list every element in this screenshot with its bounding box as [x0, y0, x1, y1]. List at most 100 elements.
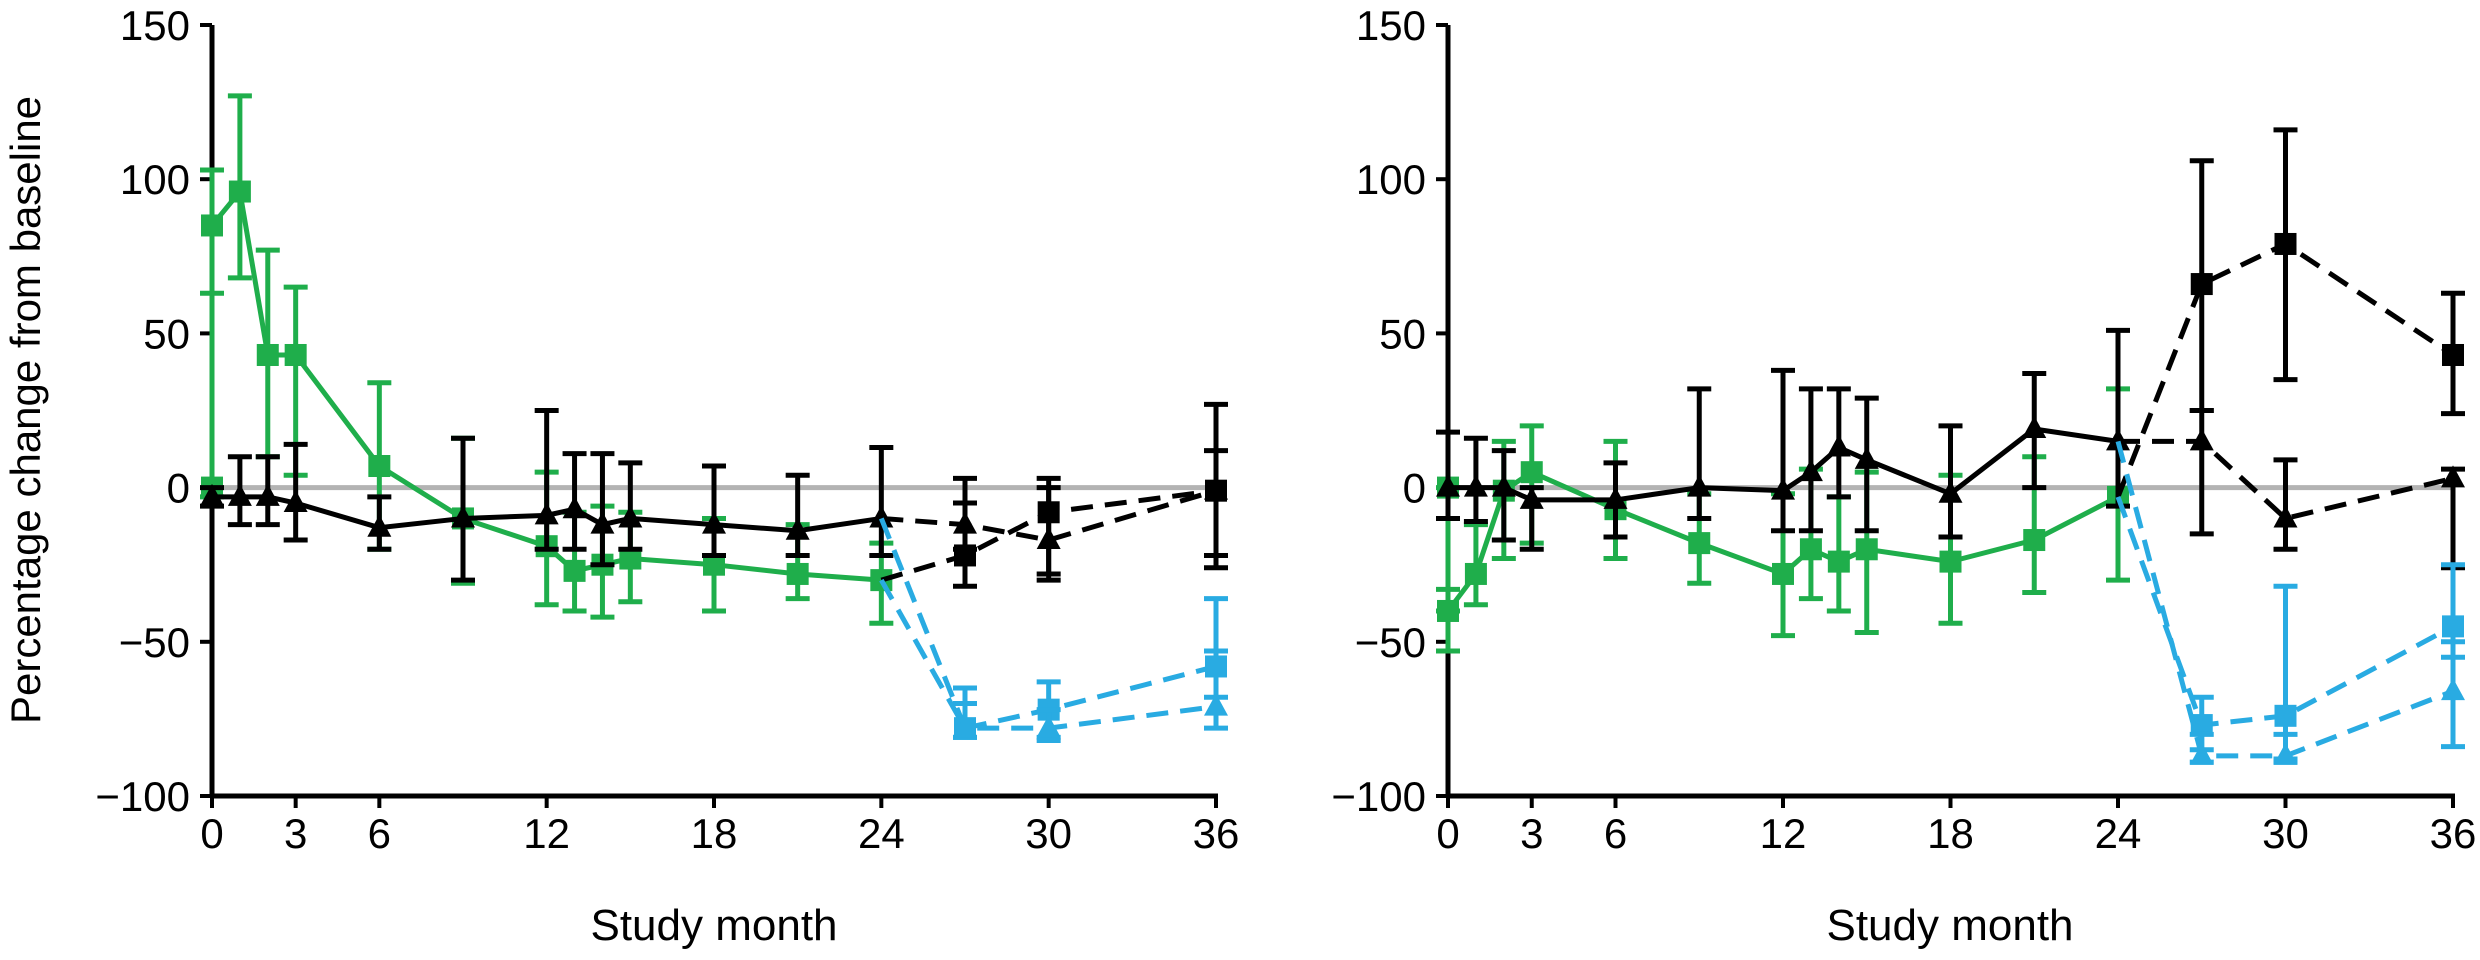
x-tick-label: 6	[1604, 810, 1627, 857]
series-line	[2115, 495, 2455, 728]
data-point-triangle	[1771, 477, 1795, 500]
data-point-triangle	[2441, 678, 2465, 701]
series-black-triangles-dashed	[2118, 408, 2465, 571]
series-line	[880, 488, 1217, 583]
data-point-square	[1939, 550, 1962, 573]
x-tick-label: 6	[368, 810, 391, 857]
data-point-triangle	[534, 502, 559, 525]
y-tick-label: −50	[1355, 619, 1426, 666]
series-line	[209, 185, 882, 583]
data-point-triangle	[1798, 459, 1823, 482]
series-black-triangles-dashed	[881, 448, 1228, 583]
data-point-square	[1437, 599, 1459, 622]
data-point-triangle	[283, 490, 308, 513]
data-point-square	[2274, 232, 2297, 255]
series-line	[881, 488, 1217, 543]
data-point-triangle	[1519, 486, 1544, 509]
data-point-triangle	[1938, 480, 1963, 503]
x-tick-label: 3	[1520, 810, 1543, 857]
y-tick-label: 100	[120, 156, 190, 203]
data-point-triangle	[590, 511, 615, 534]
data-point-square	[2023, 529, 2046, 552]
data-point-triangle	[1463, 474, 1488, 497]
data-point-triangle	[255, 483, 280, 506]
y-tick-label: 150	[120, 2, 190, 49]
series-black-triangles	[1436, 327, 2130, 552]
series-blue-triangles-dashed	[879, 517, 1228, 743]
data-point-square	[228, 180, 251, 203]
x-tick-label: 18	[1927, 810, 1974, 857]
data-point-triangle	[2189, 428, 2214, 451]
y-tick-label: 100	[1356, 156, 1426, 203]
data-point-square	[1520, 461, 1543, 484]
data-point-triangle	[1854, 446, 1879, 469]
data-point-square	[2190, 714, 2213, 737]
data-point-triangle	[953, 511, 977, 534]
data-point-triangle	[1687, 474, 1712, 497]
data-point-square	[1827, 550, 1850, 573]
series-line	[2115, 241, 2455, 498]
x-tick-label: 36	[1193, 810, 1240, 857]
data-point-triangle	[1826, 434, 1851, 457]
data-point-square	[1855, 538, 1878, 561]
y-tick-label: −50	[119, 619, 190, 666]
data-point-square	[1688, 532, 1711, 555]
data-point-triangle	[618, 505, 643, 528]
data-point-triangle	[227, 483, 252, 506]
x-tick-label: 12	[1760, 810, 1807, 857]
data-point-triangle	[2189, 742, 2214, 765]
data-point-square	[2442, 343, 2464, 366]
data-point-square	[368, 455, 391, 478]
data-point-square	[1772, 562, 1794, 585]
series-line	[879, 517, 1217, 731]
data-point-triangle	[869, 505, 894, 528]
data-point-triangle	[702, 511, 726, 534]
data-point-triangle	[562, 496, 587, 519]
x-tick-label: 3	[284, 810, 307, 857]
series-blue-squares-dashed	[2115, 495, 2465, 762]
x-axis-label-left: Study month	[590, 901, 837, 950]
y-tick-label: 50	[143, 310, 190, 357]
x-tick-label: 36	[2430, 810, 2477, 857]
x-tick-label: 24	[2095, 810, 2142, 857]
data-point-triangle	[1036, 527, 1061, 550]
data-point-triangle	[367, 514, 392, 537]
data-point-triangle	[200, 483, 224, 506]
x-tick-label: 30	[2262, 810, 2309, 857]
data-point-square	[201, 214, 223, 237]
series-blue-triangles-dashed	[2115, 440, 2465, 765]
data-point-square	[619, 547, 642, 570]
x-tick-label: 18	[691, 810, 738, 857]
series-line	[879, 578, 1217, 731]
x-tick-label: 24	[858, 810, 905, 857]
data-point-square	[1799, 538, 1822, 561]
data-point-triangle	[451, 505, 475, 528]
data-point-square	[703, 553, 725, 576]
x-tick-label: 0	[200, 810, 223, 857]
x-tick-label: 12	[523, 810, 570, 857]
data-point-triangle	[2022, 416, 2047, 439]
series-black-squares-dashed	[2115, 127, 2465, 498]
data-point-square	[2442, 615, 2464, 638]
data-point-triangle	[1603, 486, 1628, 509]
x-axis-label-right: Study month	[1826, 901, 2073, 950]
y-tick-label: −100	[95, 773, 190, 820]
data-point-triangle	[2273, 742, 2298, 765]
series-line	[2118, 438, 2454, 522]
data-point-square	[563, 559, 586, 582]
series-blue-squares-dashed	[879, 578, 1228, 740]
data-point-triangle	[1204, 477, 1228, 500]
series-line	[1445, 469, 2120, 619]
x-tick-label: 0	[1436, 810, 1459, 857]
y-tick-label: 0	[167, 465, 190, 512]
data-point-square	[284, 343, 307, 366]
data-point-triangle	[785, 517, 810, 540]
data-point-triangle	[953, 715, 977, 738]
y-axis-label: Percentage change from baseline	[2, 96, 49, 724]
data-point-square	[256, 343, 279, 366]
y-tick-label: 0	[1403, 465, 1426, 512]
data-point-triangle	[2273, 505, 2298, 528]
data-point-triangle	[1491, 474, 1516, 497]
